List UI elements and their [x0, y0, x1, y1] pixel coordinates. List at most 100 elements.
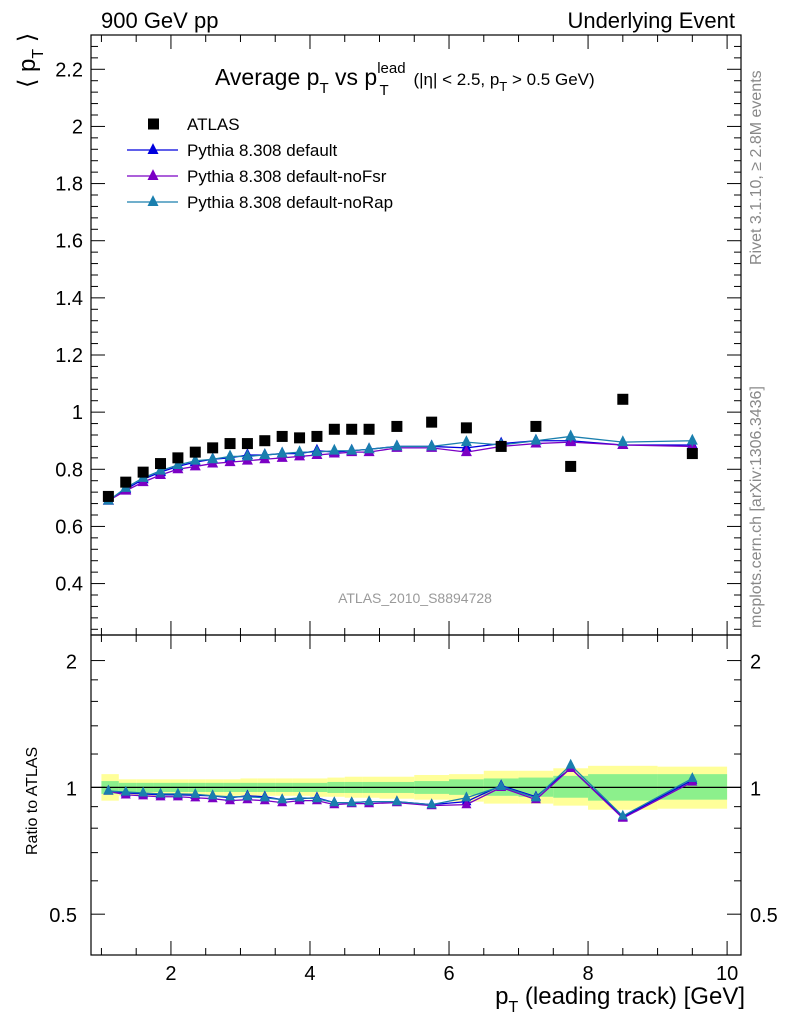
- main-series-marker: [460, 435, 472, 447]
- atlas-data-point: [686, 448, 698, 460]
- ratio-series-marker: [461, 791, 472, 802]
- ratio-series-marker: [120, 785, 131, 796]
- ratio-series-marker: [391, 795, 402, 806]
- atlas-data-point: [207, 442, 219, 454]
- x-tick-label: 8: [582, 963, 593, 985]
- legend-marker-triangle: [147, 195, 159, 206]
- legend-label: Pythia 8.308 default-noRap: [187, 193, 393, 212]
- ratio-series-marker: [259, 791, 270, 802]
- ratio-series-marker: [496, 780, 507, 791]
- main-series-marker: [294, 445, 306, 457]
- mcplots-credit-label: mcplots.cern.ch [arXiv:1306.3436]: [748, 386, 765, 628]
- main-series-marker: [259, 448, 271, 459]
- main-y-tick-label: 1.6: [55, 231, 83, 253]
- atlas-data-point: [530, 420, 542, 432]
- main-series-marker: [276, 446, 288, 458]
- main-series-marker: [530, 433, 542, 445]
- ratio-series-marker: [190, 787, 201, 798]
- ratio-series-marker: [277, 793, 288, 804]
- header-right: Underlying Event: [567, 8, 735, 33]
- main-panel: 0.4 0.6 0.8 1 1.2 1.4 1.6 1.8 2 2.2 Average pT vs…: [14, 33, 742, 636]
- x-tick-label: 2: [165, 963, 176, 985]
- legend-label: Pythia 8.308 default: [187, 141, 338, 160]
- main-series-marker: [189, 453, 201, 465]
- main-series-marker: [224, 449, 236, 461]
- atlas-data-point: [391, 420, 403, 432]
- ratio-series-marker: [172, 787, 183, 798]
- main-y-tick-label: 1.8: [55, 174, 83, 196]
- ratio-y-tick-label-right: 2: [750, 652, 761, 674]
- atlas-data-point: [137, 466, 149, 478]
- atlas-data-point: [276, 430, 288, 442]
- atlas-data-point: [328, 423, 340, 435]
- ratio-series-marker: [242, 790, 253, 801]
- ratio-series-marker: [329, 796, 340, 807]
- main-y-tick-label: 1: [72, 402, 83, 424]
- main-series-marker: [241, 449, 253, 461]
- main-series-marker: [426, 439, 438, 451]
- main-series-marker: [311, 445, 323, 457]
- ratio-y-tick-label: 0.5: [49, 905, 77, 927]
- main-y-tick-label: 0.4: [55, 574, 83, 596]
- ratio-frame: [90, 634, 742, 956]
- main-y-tick-label: 1.2: [55, 345, 83, 367]
- main-plot-area: [102, 393, 698, 505]
- legend: ATLAS Pythia 8.308 default Pythia 8.308 de…: [127, 115, 393, 212]
- main-series-marker: [346, 443, 358, 455]
- main-series-marker: [155, 463, 167, 475]
- ratio-series-marker: [346, 796, 357, 807]
- ratio-series-marker: [207, 789, 218, 800]
- x-tick-label: 4: [304, 963, 315, 985]
- ratio-series-marker: [530, 791, 541, 802]
- atlas-data-point: [311, 430, 323, 442]
- main-series-marker: [391, 439, 403, 451]
- atlas-data-point: [495, 440, 507, 452]
- atlas-data-point: [224, 438, 236, 450]
- ratio-y-tick-label-right: 1: [750, 778, 761, 800]
- ratio-series-marker: [103, 784, 114, 795]
- ratio-series-marker: [138, 786, 149, 797]
- main-series-marker: [189, 459, 201, 471]
- main-series-marker: [460, 445, 472, 457]
- atlas-data-point: [155, 458, 167, 470]
- main-title: Average pT vs plead T (|η| < 2.5, pT > 0.…: [215, 60, 595, 99]
- main-axis-ticks: 0.4 0.6 0.8 1 1.2 1.4 1.6 1.8 2 2.2: [55, 35, 741, 635]
- main-series-marker: [207, 452, 219, 464]
- analysis-watermark: ATLAS_2010_S8894728: [338, 590, 492, 606]
- legend-marker-triangle: [147, 169, 159, 180]
- atlas-data-point: [120, 476, 132, 488]
- legend-marker-triangle: [147, 143, 159, 154]
- main-series-marker: [363, 442, 375, 454]
- main-y-tick-label: 0.6: [55, 516, 83, 538]
- main-y-tick-label: 2: [72, 116, 83, 138]
- main-y-label: ⟨ pT ⟩: [14, 33, 47, 88]
- main-y-tick-label: 0.8: [55, 459, 83, 481]
- ratio-series-marker: [687, 772, 698, 783]
- legend-label: Pythia 8.308 default-noFsr: [187, 167, 387, 186]
- ratio-series-marker: [364, 795, 375, 806]
- ratio-y-label: Ratio to ATLAS: [24, 747, 41, 855]
- main-series-marker: [172, 458, 184, 469]
- legend-label: ATLAS: [187, 115, 240, 134]
- ratio-series-marker: [426, 798, 437, 809]
- x-tick-label: 10: [716, 963, 738, 985]
- atlas-data-point: [346, 423, 358, 435]
- main-series-marker: [328, 443, 340, 455]
- ratio-y-tick-label-right: 0.5: [750, 905, 778, 927]
- atlas-data-point: [617, 393, 629, 405]
- header-left: 900 GeV pp: [101, 8, 218, 33]
- ratio-y-tick-label: 2: [66, 652, 77, 674]
- atlas-data-point: [363, 423, 375, 435]
- ratio-panel: 0.5 0.5 1 1 2 2 2 4 6 8 10 Ratio to ATLAS pT (lead…: [24, 634, 778, 1016]
- ratio-series-marker: [155, 787, 166, 798]
- ratio-series-marker: [565, 758, 576, 769]
- ratio-series-marker: [225, 790, 236, 801]
- rivet-version-label: Rivet 3.1.10, ≥ 2.8M events: [748, 70, 765, 265]
- main-series-marker: [224, 455, 236, 467]
- x-axis-label: pT (leading track) [GeV]: [495, 983, 745, 1016]
- atlas-data-point: [294, 432, 306, 444]
- legend-marker-square: [148, 118, 159, 130]
- ratio-y-tick-label: 1: [66, 778, 77, 800]
- ratio-plot-area: [91, 758, 741, 822]
